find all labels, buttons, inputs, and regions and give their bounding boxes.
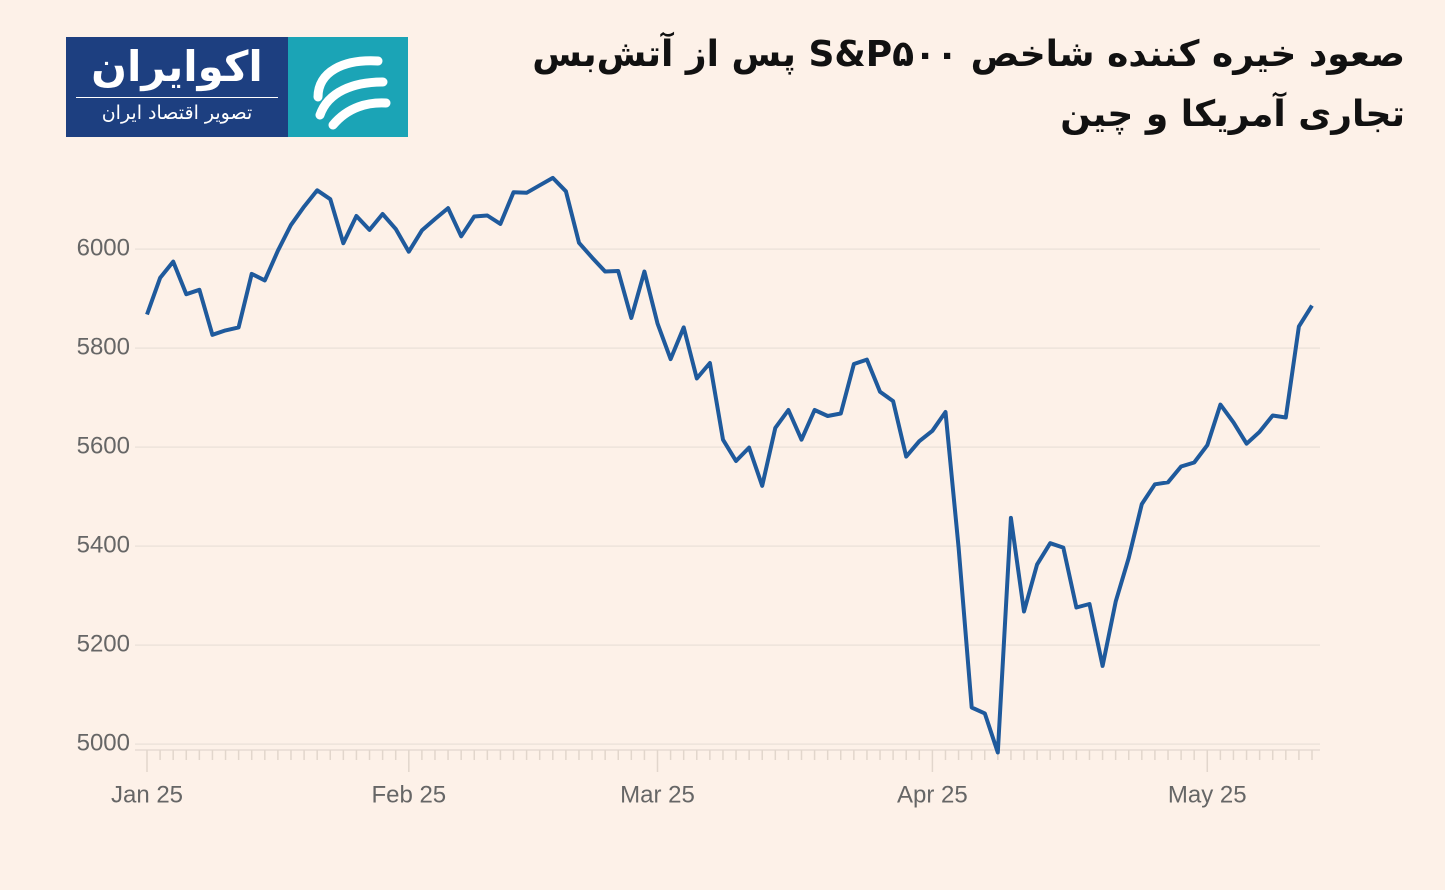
- x-tick-label: Feb 25: [371, 781, 446, 808]
- chart-title-line: تجاری آمریکا و چین: [1060, 94, 1405, 135]
- x-tick-label: May 25: [1168, 781, 1247, 808]
- y-tick-label: 5600: [77, 432, 130, 459]
- logo-icon: [313, 56, 391, 130]
- y-tick-label: 5800: [77, 334, 130, 361]
- logo-icon-box: [288, 37, 408, 137]
- x-tick-label: Jan 25: [111, 781, 183, 808]
- x-tick-label: Apr 25: [897, 781, 968, 808]
- logo-text-box: اکوایران تصویر اقتصاد ایران: [66, 37, 288, 137]
- x-tick-label: Mar 25: [620, 781, 695, 808]
- y-tick-label: 5200: [77, 630, 130, 657]
- y-tick-label: 5400: [77, 531, 130, 558]
- logo: اکوایران تصویر اقتصاد ایران: [66, 37, 408, 137]
- y-tick-label: 5000: [77, 729, 130, 756]
- logo-name: اکوایران: [91, 42, 263, 91]
- data-line: [145, 175, 1314, 755]
- y-tick-label: 6000: [77, 235, 130, 262]
- chart-title-line: صعود خیره کننده شاخص S&P۵۰۰ پس از آتش‌بس: [532, 34, 1405, 75]
- logo-tagline: تصویر اقتصاد ایران: [76, 97, 278, 126]
